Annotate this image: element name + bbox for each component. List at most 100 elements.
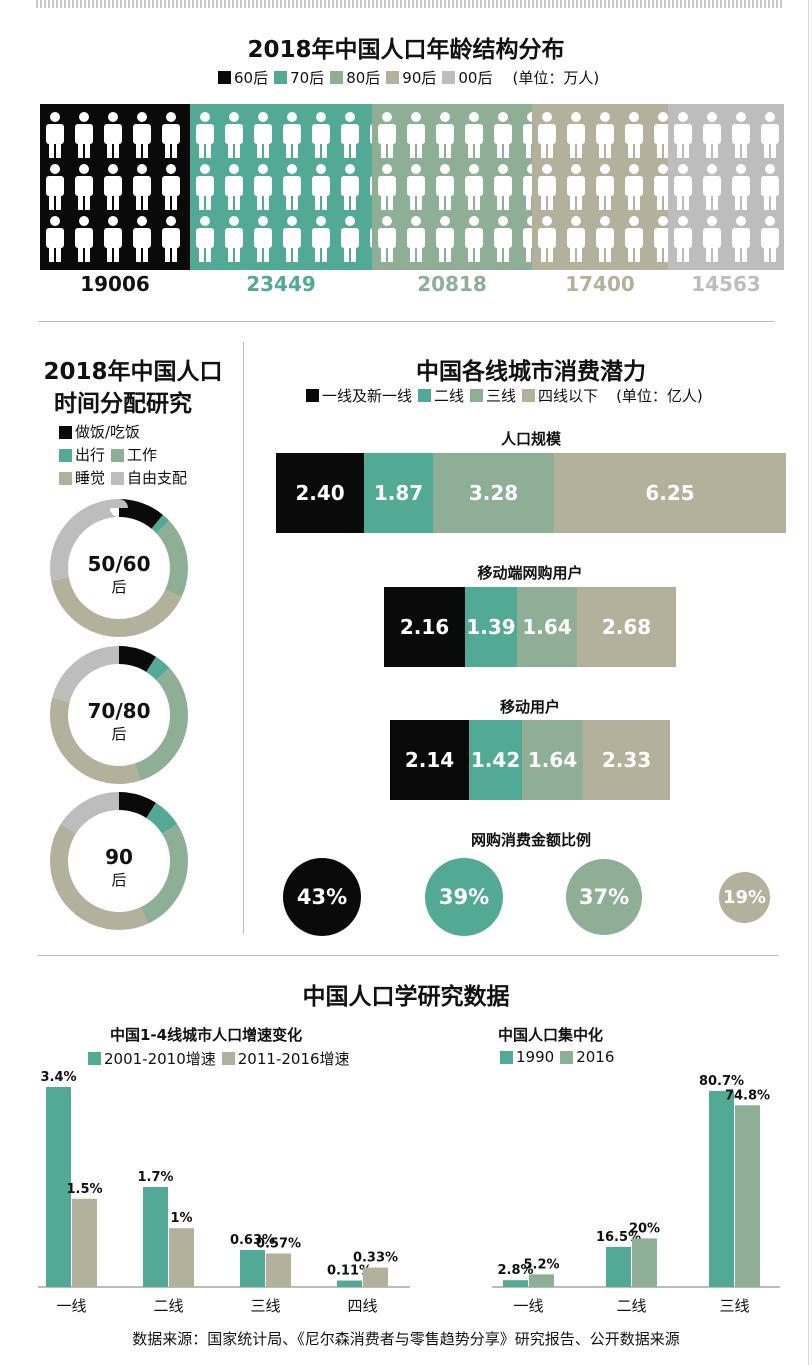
donut-segment <box>50 499 188 637</box>
growth-bar-chart: 3.4% 1.5% 一线 1.7% 1% 二线 0.63%0.57% 三线 0.11%0.33%… <box>38 1070 410 1315</box>
bar-seg: 1.39 <box>465 587 517 667</box>
legend-80s: 80后 <box>330 67 380 88</box>
bar-value-label: 3.4% <box>40 1070 76 1085</box>
donut-segment <box>50 646 188 784</box>
person-icon <box>732 164 750 210</box>
person-icon <box>538 164 556 210</box>
person-icon <box>596 164 614 210</box>
legend-cooking: 做饭/吃饭 <box>59 421 140 444</box>
group-label-population: 人口规模 <box>500 430 561 448</box>
growth-chart-legend: 2001-2010增速 2011-2016增速 <box>88 1048 356 1069</box>
pop-block-70s <box>190 104 372 270</box>
person-icon <box>494 216 512 262</box>
person-icon-grid <box>378 112 532 262</box>
person-icon <box>732 216 750 262</box>
person-icon <box>465 216 483 262</box>
person-icon <box>162 164 180 210</box>
person-icon <box>378 164 396 210</box>
section2-title-line1: 2018年中国人口 <box>43 359 223 385</box>
person-icon <box>494 164 512 210</box>
person-icon <box>761 112 779 158</box>
person-icon <box>567 216 585 262</box>
person-icon <box>761 216 779 262</box>
person-icon <box>75 216 93 262</box>
person-icon <box>341 164 359 210</box>
bar <box>735 1105 760 1287</box>
category-label: 一线 <box>56 1297 86 1315</box>
person-icon <box>407 112 425 158</box>
legend-sleep: 睡觉 <box>59 467 105 490</box>
share-circle-tier1: 43% <box>283 858 361 936</box>
person-icon <box>225 164 243 210</box>
person-icon <box>370 176 372 196</box>
person-icon <box>162 112 180 158</box>
donut-segment <box>50 646 188 784</box>
bar <box>606 1246 631 1287</box>
category-label: 四线 <box>347 1297 377 1315</box>
category-label: 一线 <box>513 1297 543 1315</box>
person-icon <box>465 164 483 210</box>
legend-work: 工作 <box>111 444 157 467</box>
person-icon <box>436 112 454 158</box>
growth-chart-title: 中国1-4线城市人口增速变化 <box>110 1026 303 1044</box>
concentration-chart-legend: 1990 2016 <box>500 1048 620 1066</box>
person-icon <box>196 112 214 158</box>
person-icon <box>283 112 301 158</box>
donut-segment <box>50 646 188 784</box>
person-icon <box>703 216 721 262</box>
legend-2011-2016: 2011-2016增速 <box>221 1048 350 1069</box>
section2-title-line2: 时间分配研究 <box>54 391 192 417</box>
pop-value-00s: 14563 <box>691 272 761 296</box>
bar <box>266 1253 291 1287</box>
legend-free: 自由支配 <box>111 467 187 490</box>
person-icon <box>538 216 556 262</box>
person-icon <box>761 164 779 210</box>
right-border-line <box>808 0 809 1365</box>
bar-row-mobile-users: 2.14 1.42 1.64 2.33 <box>390 720 670 800</box>
pop-value-70s: 23449 <box>246 272 316 296</box>
section1-unit: (单位：万人) <box>512 69 600 87</box>
bar-seg: 2.33 <box>583 720 670 800</box>
person-icon <box>625 112 643 158</box>
person-icon <box>436 216 454 262</box>
person-icon <box>254 164 272 210</box>
person-icon <box>46 112 64 158</box>
person-icon <box>654 112 668 158</box>
bar-seg: 2.14 <box>390 720 469 800</box>
bar-seg: 2.16 <box>384 587 465 667</box>
person-icon <box>225 112 243 158</box>
person-icon <box>104 112 122 158</box>
section1-title: 2018年中国人口年龄结构分布 <box>247 37 565 63</box>
category-label: 二线 <box>153 1297 183 1315</box>
legend-2001-2010: 2001-2010增速 <box>88 1048 216 1069</box>
divider-1 <box>38 321 774 322</box>
person-icon <box>133 216 151 262</box>
legend-tier2: 二线 <box>418 385 464 406</box>
person-icon <box>538 112 556 158</box>
person-icon <box>732 112 750 158</box>
source-footnote: 数据来源：国家统计局、《尼尔森消费者与零售趋势分享》研究报告、公开数据来源 <box>132 1330 680 1348</box>
person-icon <box>674 216 692 262</box>
category-label: 三线 <box>719 1297 749 1315</box>
person-icon <box>567 164 585 210</box>
person-icon <box>596 112 614 158</box>
legend-tier3: 三线 <box>470 385 516 406</box>
bar-seg: 2.68 <box>577 587 676 667</box>
person-icon <box>312 216 330 262</box>
person-icon <box>674 164 692 210</box>
person-icon <box>254 112 272 158</box>
share-circle-tier4: 19% <box>719 872 770 923</box>
person-icon <box>196 216 214 262</box>
person-icon <box>254 216 272 262</box>
time-donut-charts <box>50 499 188 930</box>
pop-block-90s <box>532 104 668 270</box>
person-icon <box>703 164 721 210</box>
person-icon <box>133 112 151 158</box>
bar <box>72 1198 97 1287</box>
donut-segment <box>50 792 188 930</box>
person-icon <box>494 112 512 158</box>
person-icon <box>523 112 532 158</box>
circles-title: 网购消费金额比例 <box>470 831 591 849</box>
donut-segment <box>50 499 188 637</box>
bar <box>363 1267 388 1287</box>
